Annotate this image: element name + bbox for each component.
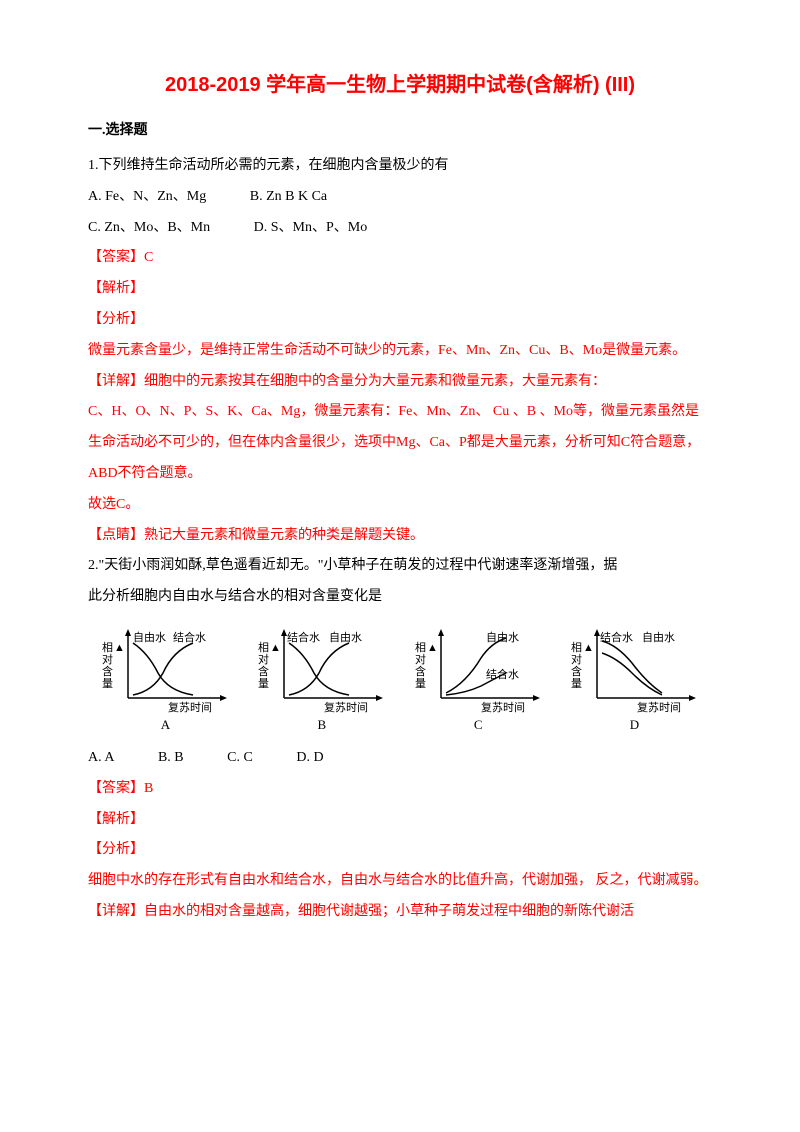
svg-text:含: 含 <box>258 664 269 678</box>
q1-opt-a: A. Fe、N、Zn、Mg <box>88 182 206 213</box>
svg-text:复苏时间: 复苏时间 <box>168 700 212 714</box>
svg-text:结合水: 结合水 <box>173 630 206 644</box>
q2-opt-c: C. C <box>227 743 253 774</box>
q2-options: A. A B. B C. C D. D <box>88 743 712 774</box>
chart-a-label: A <box>98 717 233 733</box>
svg-text:▲: ▲ <box>427 642 438 654</box>
svg-text:含: 含 <box>102 664 113 678</box>
svg-text:自由水: 自由水 <box>486 630 519 644</box>
svg-text:结合水: 结合水 <box>287 630 320 644</box>
svg-text:含: 含 <box>571 664 582 678</box>
q2-answer: 【答案】B <box>88 774 712 805</box>
section-header: 一.选择题 <box>88 119 712 139</box>
svg-text:结合水: 结合水 <box>600 630 633 644</box>
svg-text:相: 相 <box>102 641 113 654</box>
q1-dianjing-text: 熟记大量元素和微量元素的种类是解题关键。 <box>144 528 424 543</box>
q2-xiangjie-prefix: 【详解】 <box>88 904 144 919</box>
svg-text:复苏时间: 复苏时间 <box>637 700 681 714</box>
chart-d: 相 对 含 量 ▲ 结合水 自由水 复苏时间 D <box>567 623 702 733</box>
q1-xiangjie-text1: 细胞中的元素按其在细胞中的含量分为大量元素和微量元素，大量元素有： <box>144 374 606 389</box>
q2-stem1: 2."天街小雨润如酥,草色遥看近却无。"小草种子在萌发的过程中代谢速率逐渐增强，… <box>88 551 712 582</box>
q1-fenxi-text: 微量元素含量少，是维持正常生命活动不可缺少的元素，Fe、Mn、Zn、Cu、B、M… <box>88 336 712 367</box>
svg-text:含: 含 <box>415 664 426 678</box>
svg-text:自由水: 自由水 <box>329 630 362 644</box>
q1-dianjing-prefix: 【点睛】 <box>88 528 144 543</box>
svg-text:▲: ▲ <box>583 642 594 654</box>
chart-b-label: B <box>254 717 389 733</box>
chart-d-label: D <box>567 717 702 733</box>
svg-text:▲: ▲ <box>114 642 125 654</box>
q1-opt-c: C. Zn、Mo、B、Mn <box>88 213 210 244</box>
chart-c: 相 对 含 量 ▲ 自由水 结合水 复苏时间 C <box>411 623 546 733</box>
q2-opt-d: D. D <box>296 743 323 774</box>
svg-text:▲: ▲ <box>270 642 281 654</box>
svg-text:量: 量 <box>415 677 426 690</box>
document-title: 2018-2019 学年高一生物上学期期中试卷(含解析) (III) <box>88 68 712 97</box>
svg-text:相: 相 <box>415 641 426 654</box>
q1-options-row1: A. Fe、N、Zn、Mg B. Zn B K Ca <box>88 182 712 213</box>
q1-dianjing: 【点睛】熟记大量元素和微量元素的种类是解题关键。 <box>88 521 712 552</box>
q2-stem2: 此分析细胞内自由水与结合水的相对含量变化是 <box>88 582 712 613</box>
svg-text:结合水: 结合水 <box>486 667 519 681</box>
svg-text:自由水: 自由水 <box>133 630 166 644</box>
q1-opt-b: B. Zn B K Ca <box>250 182 327 213</box>
svg-text:量: 量 <box>258 677 269 690</box>
svg-text:对: 对 <box>415 652 426 666</box>
svg-text:复苏时间: 复苏时间 <box>324 700 368 714</box>
charts-row: 相 对 含 量 ▲ 自由水 结合水 复苏时间 A 相 对 含 量 ▲ 结合水 <box>88 623 712 733</box>
svg-text:自由水: 自由水 <box>642 630 675 644</box>
q1-xiangjie-prefix: 【详解】 <box>88 374 144 389</box>
chart-c-label: C <box>411 717 546 733</box>
svg-text:量: 量 <box>571 677 582 690</box>
chart-a: 相 对 含 量 ▲ 自由水 结合水 复苏时间 A <box>98 623 233 733</box>
q2-xiangjie-text: 自由水的相对含量越高，细胞代谢越强；小草种子萌发过程中细胞的新陈代谢活 <box>144 904 634 919</box>
q1-jiexi-label: 【解析】 <box>88 274 712 305</box>
svg-text:相: 相 <box>258 641 269 654</box>
q2-fenxi-text: 细胞中水的存在形式有自由水和结合水，自由水与结合水的比值升高，代谢加强， 反之，… <box>88 866 712 897</box>
svg-text:量: 量 <box>102 677 113 690</box>
q1-opt-d: D. S、Mn、P、Mo <box>254 213 368 244</box>
svg-text:复苏时间: 复苏时间 <box>481 700 525 714</box>
svg-text:对: 对 <box>571 652 582 666</box>
q2-fenxi-label: 【分析】 <box>88 835 712 866</box>
q2-opt-b: B. B <box>158 743 184 774</box>
q1-fenxi-label: 【分析】 <box>88 305 712 336</box>
svg-text:对: 对 <box>258 652 269 666</box>
q2-xiangjie: 【详解】自由水的相对含量越高，细胞代谢越强；小草种子萌发过程中细胞的新陈代谢活 <box>88 897 712 928</box>
q1-stem: 1.下列维持生命活动所必需的元素，在细胞内含量极少的有 <box>88 151 712 182</box>
svg-text:对: 对 <box>102 652 113 666</box>
svg-text:相: 相 <box>571 641 582 654</box>
q1-options-row2: C. Zn、Mo、B、Mn D. S、Mn、P、Mo <box>88 213 712 244</box>
q1-answer: 【答案】C <box>88 243 712 274</box>
q1-xiangjie-text2: C、H、O、N、P、S、K、Ca、Mg，微量元素有：Fe、Mn、Zn、 Cu 、… <box>88 397 712 489</box>
q2-jiexi-label: 【解析】 <box>88 805 712 836</box>
q1-xiangjie: 【详解】细胞中的元素按其在细胞中的含量分为大量元素和微量元素，大量元素有： <box>88 367 712 398</box>
q2-opt-a: A. A <box>88 743 114 774</box>
q1-guxuan: 故选C。 <box>88 490 712 521</box>
chart-b: 相 对 含 量 ▲ 结合水 自由水 复苏时间 B <box>254 623 389 733</box>
